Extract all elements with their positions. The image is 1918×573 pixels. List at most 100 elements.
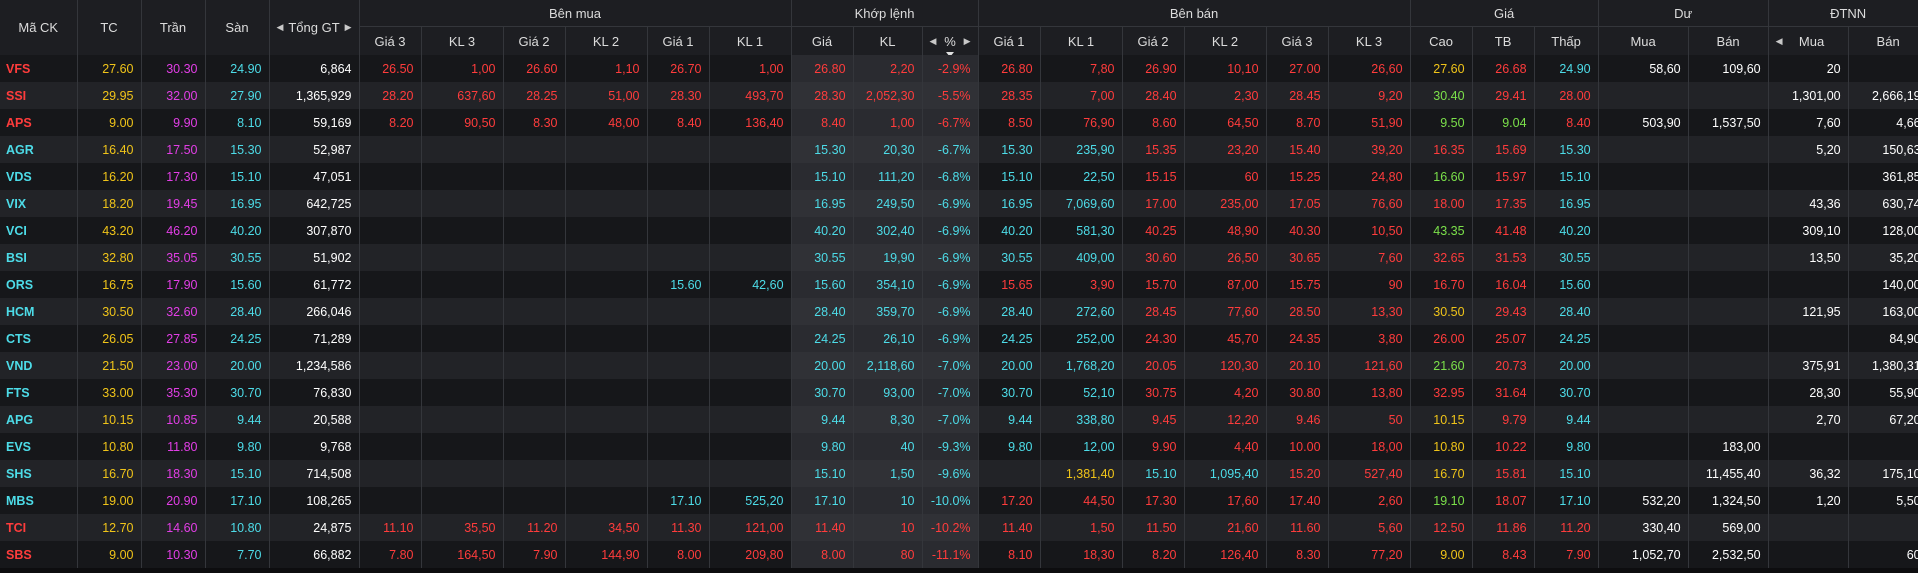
cell-sym[interactable]: EVS — [0, 433, 78, 460]
cell-sym[interactable]: VDS — [0, 163, 78, 190]
match-col-pct[interactable]: ◀% ▶ — [922, 26, 979, 55]
cell-ref: 27.60 — [77, 55, 142, 82]
cell-sell-vol-3: 9,20 — [1328, 82, 1411, 109]
cell-avg: 25.07 — [1472, 325, 1535, 352]
cell-sell-price-1: 30.70 — [978, 379, 1041, 406]
price-col-0[interactable]: Cao — [1410, 26, 1473, 55]
cell-sell-price-1 — [978, 460, 1041, 487]
board-row[interactable]: VFS 27.60 30.30 24.90 6,864 26.50 1,00 26.60 1,1… — [0, 55, 1918, 82]
buy-col-0[interactable]: Giá 3 — [359, 26, 422, 55]
cell-sell-price-3: 28.50 — [1266, 298, 1329, 325]
foreign-col-0[interactable]: ◀ Mua — [1768, 26, 1849, 55]
price-col-2[interactable]: Thấp — [1534, 26, 1599, 55]
cell-buy-vol-3 — [421, 190, 504, 217]
cell-sell-vol-3: 26,60 — [1328, 55, 1411, 82]
buy-col-4[interactable]: Giá 1 — [647, 26, 710, 55]
col-ref[interactable]: TC — [77, 0, 142, 55]
remain-col-1[interactable]: Bán — [1688, 26, 1769, 55]
group-buy: Bên mua — [359, 0, 792, 27]
scroll-left-icon[interactable]: ◀ — [929, 35, 937, 46]
scroll-left-icon[interactable]: ◀ — [1775, 35, 1783, 46]
cell-sym[interactable]: FTS — [0, 379, 78, 406]
match-col-volume[interactable]: KL — [853, 26, 923, 55]
cell-floor: 16.95 — [205, 190, 270, 217]
col-floor[interactable]: Sàn — [205, 0, 270, 55]
cell-sym[interactable]: SSI — [0, 82, 78, 109]
cell-sym[interactable]: SHS — [0, 460, 78, 487]
board-row[interactable]: CTS 26.05 27.85 24.25 71,289 24.25 26,10 -6.9% 2… — [0, 325, 1918, 352]
buy-col-2[interactable]: Giá 2 — [503, 26, 566, 55]
board-row[interactable]: BSI 32.80 35.05 30.55 51,902 30.55 19,90 -6.9% 3… — [0, 244, 1918, 271]
board-row[interactable]: EVS 10.80 11.80 9.80 9,768 9.80 40 -9.3% 9.80 12,… — [0, 433, 1918, 460]
board-row[interactable]: HCM 30.50 32.60 28.40 266,046 28.40 359,70 -6.9… — [0, 298, 1918, 325]
cell-sym[interactable]: VND — [0, 352, 78, 379]
cell-foreign-sell — [1848, 433, 1918, 460]
cell-sym[interactable]: VIX — [0, 190, 78, 217]
board-row[interactable]: VDS 16.20 17.30 15.10 47,051 15.10 111,20 -6.8%… — [0, 163, 1918, 190]
board-row[interactable]: VIX 18.20 19.45 16.95 642,725 16.95 249,50 -6.9… — [0, 190, 1918, 217]
col-total-value[interactable]: ◀ Tổng GT ▶ — [269, 0, 360, 55]
cell-ceil: 27.85 — [141, 325, 206, 352]
cell-match-pct: -6.9% — [922, 271, 979, 298]
board-row[interactable]: SHS 16.70 18.30 15.10 714,508 15.10 1,50 -9.6% 1… — [0, 460, 1918, 487]
cell-sym[interactable]: VFS — [0, 55, 78, 82]
match-col-price[interactable]: Giá — [791, 26, 854, 55]
cell-sym[interactable]: BSI — [0, 244, 78, 271]
board-row[interactable]: AGR 16.40 17.50 15.30 52,987 15.30 20,30 -6.7% 1… — [0, 136, 1918, 163]
cell-sym[interactable]: TCI — [0, 514, 78, 541]
board-row[interactable]: SBS 9.00 10.30 7.70 66,882 7.80 164,50 7.90 144,… — [0, 541, 1918, 568]
cell-sym[interactable]: AGR — [0, 136, 78, 163]
col-ceil[interactable]: Trần — [141, 0, 206, 55]
group-price: Giá — [1410, 0, 1599, 27]
sell-col-0[interactable]: Giá 1 — [978, 26, 1041, 55]
cell-match-price: 8.40 — [791, 109, 854, 136]
cell-remain-sell — [1688, 217, 1769, 244]
board-row[interactable]: APG 10.15 10.85 9.44 20,588 9.44 8,30 -7.0% 9.44… — [0, 406, 1918, 433]
cell-buy-vol-2: 1,10 — [565, 55, 648, 82]
sell-col-3[interactable]: KL 2 — [1184, 26, 1267, 55]
sell-col-5[interactable]: KL 3 — [1328, 26, 1411, 55]
cell-sym[interactable]: VCI — [0, 217, 78, 244]
sell-col-2[interactable]: Giá 2 — [1122, 26, 1185, 55]
cell-sym[interactable]: APS — [0, 109, 78, 136]
scroll-left-icon[interactable]: ◀ — [276, 22, 284, 32]
board-row[interactable]: TCI 12.70 14.60 10.80 24,875 11.10 35,50 11.20 3… — [0, 514, 1918, 541]
remain-col-0[interactable]: Mua — [1598, 26, 1689, 55]
cell-ref: 16.20 — [77, 163, 142, 190]
sell-col-1[interactable]: KL 1 — [1040, 26, 1123, 55]
cell-buy-price-1: 11.30 — [647, 514, 710, 541]
cell-match-price: 20.00 — [791, 352, 854, 379]
sell-col-4[interactable]: Giá 3 — [1266, 26, 1329, 55]
scroll-right-icon[interactable]: ▶ — [963, 35, 971, 46]
cell-remain-buy — [1598, 379, 1689, 406]
buy-col-1[interactable]: KL 3 — [421, 26, 504, 55]
board-row[interactable]: ORS 16.75 17.90 15.60 61,772 15.60 42,60 15.60 3… — [0, 271, 1918, 298]
board-row[interactable]: SSI 29.95 32.00 27.90 1,365,929 28.20 637,60 28… — [0, 82, 1918, 109]
cell-ceil: 20.90 — [141, 487, 206, 514]
buy-col-5[interactable]: KL 1 — [709, 26, 792, 55]
cell-avg: 15.81 — [1472, 460, 1535, 487]
cell-ceil: 35.05 — [141, 244, 206, 271]
cell-sym[interactable]: CTS — [0, 325, 78, 352]
cell-sym[interactable]: MBS — [0, 487, 78, 514]
cell-sell-vol-1: 7,80 — [1040, 55, 1123, 82]
cell-sym[interactable]: APG — [0, 406, 78, 433]
board-row[interactable]: FTS 33.00 35.30 30.70 76,830 30.70 93,00 -7.0% 3… — [0, 379, 1918, 406]
sort-desc-icon[interactable]: % — [944, 33, 956, 55]
cell-sym[interactable]: HCM — [0, 298, 78, 325]
cell-sym[interactable]: SBS — [0, 541, 78, 568]
cell-sym[interactable]: ORS — [0, 271, 78, 298]
cell-total: 1,234,586 — [269, 352, 360, 379]
price-col-1[interactable]: TB — [1472, 26, 1535, 55]
board-row[interactable]: VND 21.50 23.00 20.00 1,234,586 20.00 2,118,60… — [0, 352, 1918, 379]
cell-sell-vol-1: 7,069,60 — [1040, 190, 1123, 217]
board-row[interactable]: APS 9.00 9.90 8.10 59,169 8.20 90,50 8.30 48,00 8… — [0, 109, 1918, 136]
scroll-right-icon[interactable]: ▶ — [344, 22, 352, 32]
board-row[interactable]: VCI 43.20 46.20 40.20 307,870 40.20 302,40 -6.9… — [0, 217, 1918, 244]
foreign-col-1[interactable]: Bán — [1848, 26, 1918, 55]
board-row[interactable]: MBS 19.00 20.90 17.10 108,265 17.10 525,20 17.1… — [0, 487, 1918, 514]
cell-buy-vol-3: 1,00 — [421, 55, 504, 82]
col-symbol[interactable]: Mã CK — [0, 0, 78, 55]
buy-col-3[interactable]: KL 2 — [565, 26, 648, 55]
cell-ceil: 30.30 — [141, 55, 206, 82]
